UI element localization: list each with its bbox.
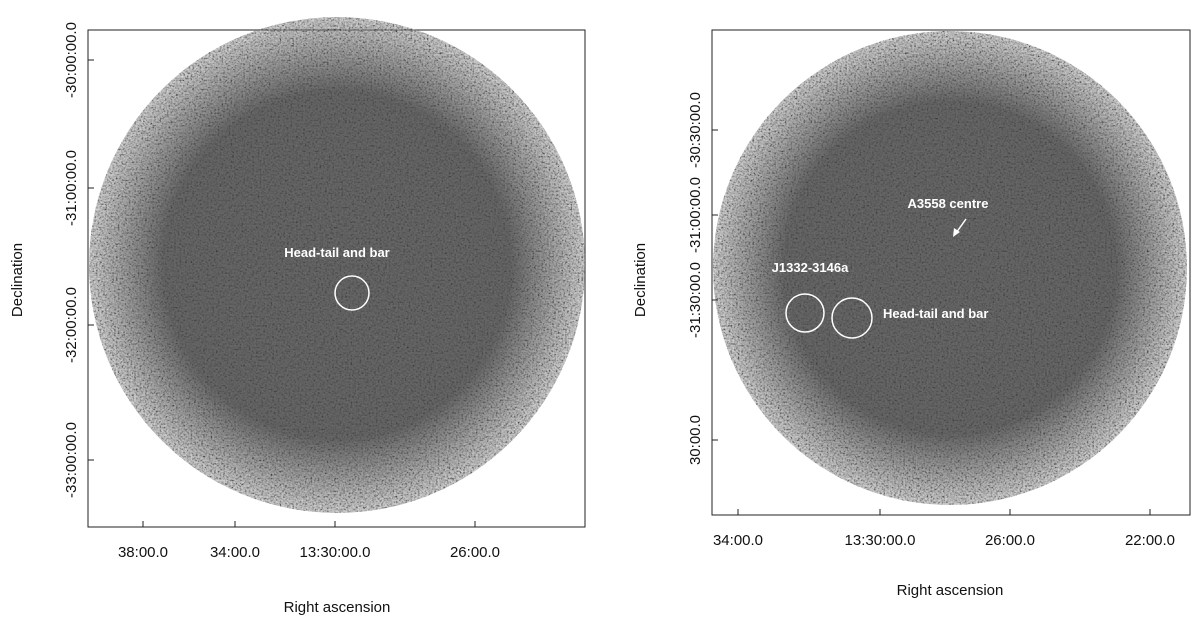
x-axis-label: Right ascension <box>284 599 391 616</box>
radio-image <box>89 17 585 513</box>
annotation: J1332-3146a <box>772 260 849 275</box>
y-tick-label: -33:00:00.0 <box>63 422 80 498</box>
y-tick-label: -30:00:00.0 <box>63 22 80 98</box>
annotation: Head-tail and bar <box>883 306 988 321</box>
y-axis-label: Declination <box>632 243 649 317</box>
x-tick-label: 38:00.0 <box>118 544 168 561</box>
y-tick-label: -31:00:00.0 <box>687 177 704 253</box>
x-tick-label: 34:00.0 <box>210 544 260 561</box>
x-tick-label: 13:30:00.0 <box>300 544 371 561</box>
x-axis-label: Right ascension <box>897 582 1004 599</box>
x-tick-label: 26:00.0 <box>985 532 1035 549</box>
y-tick-label: -31:00:00.0 <box>63 150 80 226</box>
y-axis-label: Declination <box>9 243 26 317</box>
annotation: A3558 centre <box>908 196 989 211</box>
marker-circle <box>334 275 370 311</box>
frame <box>711 29 1191 516</box>
y-tick-label: 30:00.0 <box>687 415 704 465</box>
radio-image <box>713 31 1187 505</box>
marker-circle <box>785 293 825 333</box>
annotation: Head-tail and bar <box>284 245 389 260</box>
arrow-head <box>953 228 960 237</box>
x-tick-label: 26:00.0 <box>450 544 500 561</box>
marker-circle <box>831 297 873 339</box>
y-tick-label: -31:30:00.0 <box>687 262 704 338</box>
y-tick-label: -30:30:00.0 <box>687 92 704 168</box>
y-tick-label: -32:00:00.0 <box>63 287 80 363</box>
x-tick-label: 34:00.0 <box>713 532 763 549</box>
x-tick-label: 13:30:00.0 <box>845 532 916 549</box>
x-tick-label: 22:00.0 <box>1125 532 1175 549</box>
